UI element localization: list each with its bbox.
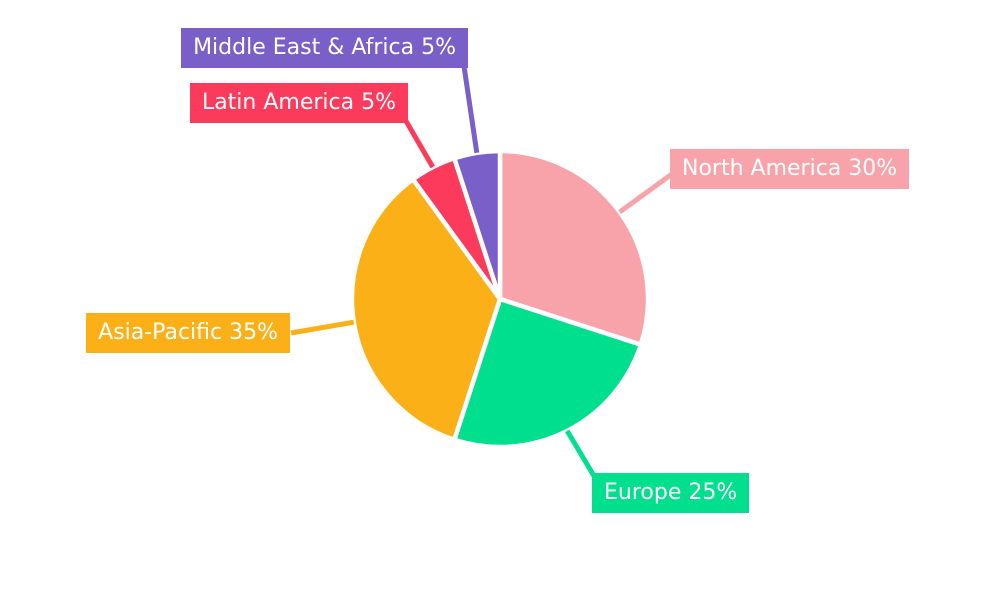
pie-slice-middle-east-africa — [452, 148, 503, 302]
slice-label-latin-america: Latin America 5% — [189, 83, 408, 123]
leader-line-north-america — [618, 171, 674, 215]
leader-line-asia-pacific — [290, 319, 355, 336]
slice-label-asia-pacific: Asia-Pacific 35% — [86, 313, 290, 353]
leader-line-europe — [565, 429, 597, 478]
slice-label-middle-east-africa: Middle East & Africa 5% — [181, 28, 468, 68]
pie-slice-asia-pacific — [349, 177, 503, 443]
slice-label-europe: Europe 25% — [592, 473, 750, 513]
slice-label-north-america: North America 30% — [670, 149, 910, 189]
leader-line-latin-america — [403, 119, 435, 169]
leader-line-middle-east-africa — [461, 65, 480, 154]
pie-slice-europe — [452, 296, 644, 450]
